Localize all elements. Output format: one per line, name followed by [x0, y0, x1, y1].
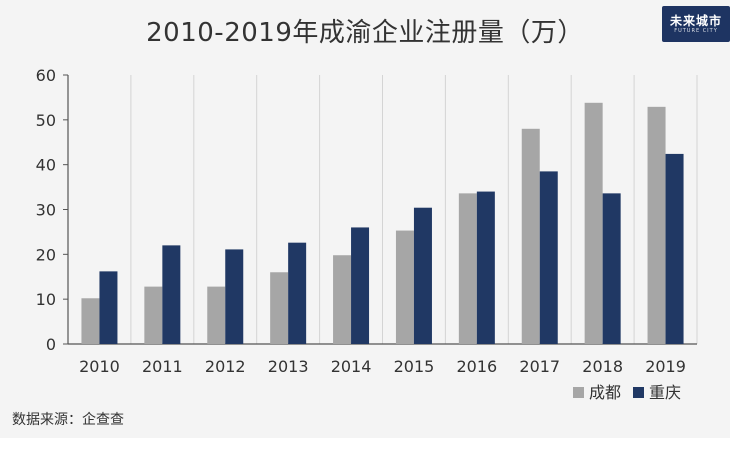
legend-label: 成都 [589, 383, 621, 402]
bar-chengdu [270, 272, 289, 344]
y-tick-label: 20 [36, 245, 56, 264]
legend-label: 重庆 [649, 383, 681, 402]
logo: 未来城市 FUTURE CITY [662, 6, 730, 42]
x-tick-label: 2018 [582, 357, 623, 376]
logo-text: 未来城市 [669, 13, 722, 28]
bar-chongqing [539, 171, 558, 344]
x-tick-label: 2014 [331, 357, 372, 376]
bar-chongqing [413, 207, 432, 344]
legend-swatch [633, 387, 644, 398]
y-tick-label: 10 [36, 290, 56, 309]
bar-chengdu [144, 286, 163, 344]
x-tick-label: 2019 [645, 357, 686, 376]
bar-chongqing [99, 271, 118, 344]
bar-chengdu [207, 286, 226, 344]
x-tick-label: 2012 [205, 357, 246, 376]
bar-chongqing [602, 193, 621, 344]
bar-chengdu [333, 255, 352, 344]
x-tick-label: 2011 [142, 357, 183, 376]
y-tick-label: 40 [36, 156, 56, 175]
y-tick-label: 30 [36, 201, 56, 220]
bar-chengdu [584, 102, 603, 345]
bar-chengdu [647, 106, 666, 344]
x-tick-label: 2013 [268, 357, 309, 376]
bar-chengdu [458, 193, 477, 344]
y-tick-label: 50 [36, 111, 56, 130]
logo-subtext: FUTURE CITY [674, 27, 718, 34]
chart-title: 2010-2019年成渝企业注册量（万） [146, 18, 584, 48]
bar-chongqing [476, 191, 495, 344]
y-tick-label: 0 [46, 335, 56, 354]
bar-chengdu [521, 128, 540, 344]
x-tick-label: 2016 [456, 357, 497, 376]
bar-chongqing [288, 242, 307, 344]
bar-chongqing [351, 227, 370, 344]
x-tick-label: 2010 [79, 357, 120, 376]
bar-chengdu [395, 230, 414, 344]
bar-chongqing [162, 245, 181, 344]
x-tick-label: 2017 [519, 357, 560, 376]
x-tick-label: 2015 [394, 357, 435, 376]
y-tick-label: 60 [36, 66, 56, 85]
bar-chongqing [225, 249, 244, 344]
bar-chongqing [665, 153, 684, 344]
bar-chengdu [81, 298, 100, 344]
data-source: 数据来源：企查查 [12, 412, 124, 428]
legend-swatch [573, 387, 584, 398]
